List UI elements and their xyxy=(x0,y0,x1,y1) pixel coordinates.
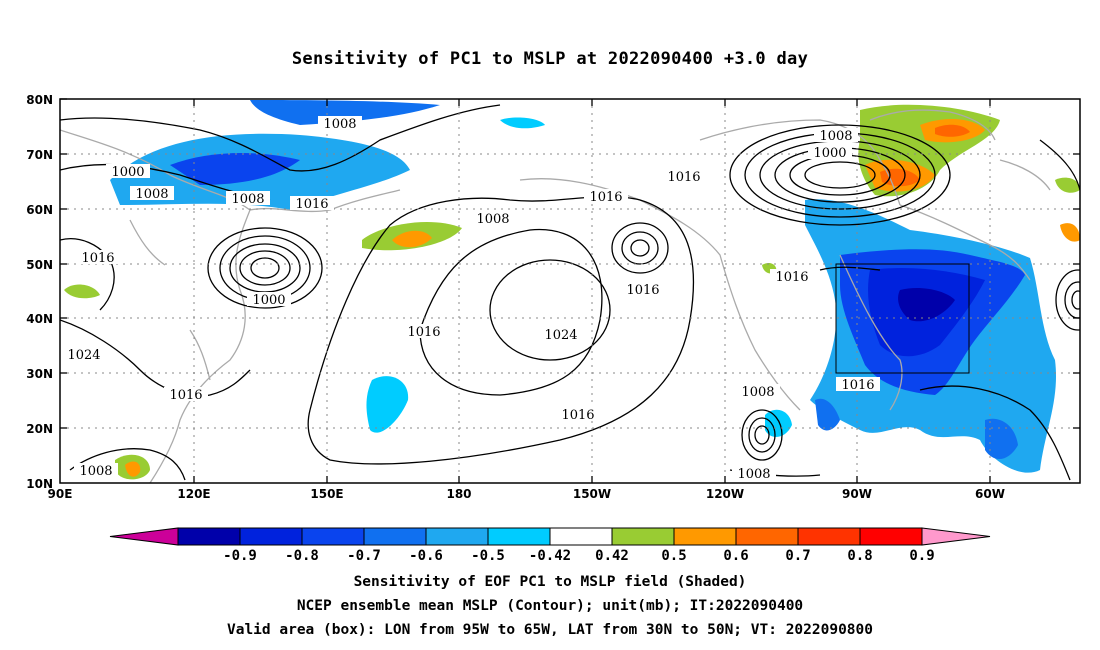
colorbar-triangle-low xyxy=(109,527,179,546)
contour-label: 1000 xyxy=(252,293,285,308)
lon-label: 150E xyxy=(310,487,343,501)
plot-frame xyxy=(59,98,1081,484)
colorbar-tick-label: 0.42 xyxy=(595,548,629,564)
caption-line-1: Sensitivity of EOF PC1 to MSLP field (Sh… xyxy=(353,574,747,590)
colorbar-tick-label: 0.6 xyxy=(723,548,748,564)
contour-label: 1016 xyxy=(841,378,874,393)
contour-label: 1024 xyxy=(544,328,577,343)
contour-label: 1008 xyxy=(135,187,168,202)
shade-green-east xyxy=(1055,177,1080,193)
colorbar-swatch xyxy=(487,527,551,546)
lat-label: 30N xyxy=(26,367,53,381)
shade-cyan-caribbean xyxy=(985,418,1018,460)
colorbar-tick-label: -0.9 xyxy=(223,548,257,564)
colorbar-tick-label: -0.7 xyxy=(347,548,381,564)
colorbar-swatch xyxy=(363,527,427,546)
contour-labels: 1008 1000 1008 1008 1016 1008 1016 1016 … xyxy=(62,116,880,482)
lon-label: 60W xyxy=(975,487,1005,501)
contour-label: 1000 xyxy=(813,146,846,161)
shade-cyan-small xyxy=(500,117,545,129)
axis-ticks xyxy=(60,98,1080,483)
colorbar-swatch xyxy=(797,527,861,546)
latitude-labels: 80N 70N 60N 50N 40N 30N 20N 10N xyxy=(26,93,53,491)
shade-orange-south xyxy=(125,461,141,477)
shade-darkblue-nw-pacific xyxy=(170,153,300,185)
colorbar-tick-label: 0.7 xyxy=(785,548,810,564)
contour-label: 1008 xyxy=(79,464,112,479)
colorbar-tick-label: 0.8 xyxy=(847,548,872,564)
shade-red-greenland-n xyxy=(935,124,970,137)
shade-blue-arctic xyxy=(250,100,440,125)
shading-layer xyxy=(64,100,1080,480)
contour-label: 1008 xyxy=(741,385,774,400)
contour-label: 1008 xyxy=(476,212,509,227)
contour-label: 1008 xyxy=(819,129,852,144)
lat-label: 50N xyxy=(26,258,53,272)
contour-label: 1008 xyxy=(231,192,264,207)
lon-label: 120E xyxy=(177,487,210,501)
shade-orange-east xyxy=(1060,223,1080,242)
longitude-labels: 90E 120E 150E 180 150W 120W 90W 60W xyxy=(48,487,1005,501)
lat-label: 70N xyxy=(26,148,53,162)
colorbar-tick-label: -0.8 xyxy=(285,548,319,564)
colorbar-tick-label: 0.5 xyxy=(661,548,686,564)
colorbar-swatch xyxy=(549,527,613,546)
colorbar-swatch xyxy=(301,527,365,546)
shade-orange-pacific xyxy=(392,230,432,248)
shade-cyan-gulf xyxy=(815,398,840,431)
shade-cyan-east-pacific xyxy=(765,409,792,437)
lon-label: 90W xyxy=(842,487,872,501)
lon-label: 150W xyxy=(573,487,611,501)
lon-label: 90E xyxy=(48,487,73,501)
colorbar-tick-label: -0.6 xyxy=(409,548,443,564)
lat-label: 80N xyxy=(26,93,53,107)
contour-label: 1016 xyxy=(626,283,659,298)
colorbar-tick-label: 0.9 xyxy=(909,548,934,564)
contour-label: 1016 xyxy=(589,190,622,205)
caption-line-3: Valid area (box): LON from 95W to 65W, L… xyxy=(226,622,873,638)
colorbar-swatch xyxy=(735,527,799,546)
contour-label: 1016 xyxy=(407,325,440,340)
contour-label: 1016 xyxy=(169,388,202,403)
contour-label: 1008 xyxy=(323,117,356,132)
contour-label: 1016 xyxy=(81,251,114,266)
caption-line-2: NCEP ensemble mean MSLP (Contour); unit(… xyxy=(296,598,804,614)
contour-label: 1016 xyxy=(295,197,328,212)
colorbar-swatch xyxy=(177,527,241,546)
contour-label: 1016 xyxy=(667,170,700,185)
colorbar-swatch xyxy=(859,527,923,546)
lon-label: 180 xyxy=(446,487,471,501)
colorbar-swatch xyxy=(611,527,675,546)
contour-label: 1008 xyxy=(737,467,770,482)
coastlines xyxy=(60,109,1051,483)
colorbar-swatch xyxy=(425,527,489,546)
lat-label: 40N xyxy=(26,312,53,326)
map-title: Sensitivity of PC1 to MSLP at 2022090400… xyxy=(291,49,809,69)
shade-navy-core xyxy=(898,288,955,322)
colorbar: -0.9 -0.8 -0.7 -0.6 -0.5 -0.42 0.42 0.5 0.6 0.7 0.… xyxy=(109,527,991,564)
colorbar-triangle-high xyxy=(921,527,991,546)
contour-label: 1000 xyxy=(111,165,144,180)
lat-label: 20N xyxy=(26,422,53,436)
contour-label: 1024 xyxy=(67,348,100,363)
valid-area-box xyxy=(835,263,970,374)
shade-cyan-central-pacific xyxy=(366,376,409,433)
colorbar-swatch xyxy=(673,527,737,546)
lat-label: 60N xyxy=(26,203,53,217)
colorbar-tick-label: -0.42 xyxy=(529,548,571,564)
mslp-contours xyxy=(60,104,1080,481)
colorbar-tick-label: -0.5 xyxy=(471,548,505,564)
graticule xyxy=(60,99,1080,483)
lat-label: 10N xyxy=(26,477,53,491)
lon-label: 120W xyxy=(706,487,744,501)
contour-label: 1016 xyxy=(561,408,594,423)
contour-label: 1016 xyxy=(775,270,808,285)
colorbar-swatch xyxy=(239,527,303,546)
shade-green-west xyxy=(64,284,100,299)
